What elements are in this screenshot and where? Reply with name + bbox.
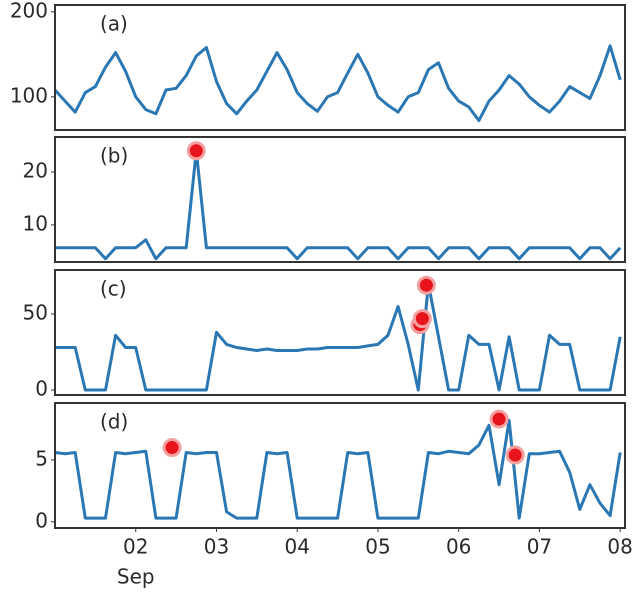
panel-frame bbox=[54, 136, 626, 263]
y-tick-label: 20 bbox=[23, 158, 48, 182]
panel-label: (a) bbox=[100, 12, 128, 36]
x-tick-label: 03 bbox=[204, 535, 229, 559]
y-tick-label: 0 bbox=[35, 376, 48, 400]
anomaly-marker bbox=[416, 275, 436, 295]
y-tick-label: 10 bbox=[23, 211, 48, 235]
x-axis-label: Sep bbox=[117, 565, 155, 589]
series-line bbox=[54, 418, 622, 520]
x-tick-label: 05 bbox=[365, 535, 390, 559]
panel-label: (c) bbox=[100, 277, 127, 301]
y-tick-label: 0 bbox=[35, 508, 48, 532]
x-tick-label: 04 bbox=[284, 535, 309, 559]
x-tick-label: 08 bbox=[607, 535, 632, 559]
panel-label: (d) bbox=[100, 410, 128, 434]
series-line bbox=[55, 149, 622, 261]
series-line bbox=[53, 44, 622, 123]
anomaly-marker bbox=[489, 409, 509, 429]
y-tick-label: 100 bbox=[10, 83, 48, 107]
x-tick-label: 06 bbox=[446, 535, 471, 559]
panel-frame bbox=[54, 4, 626, 131]
anomaly-marker bbox=[412, 309, 432, 329]
y-tick-label: 200 bbox=[10, 0, 48, 22]
series-line bbox=[55, 282, 622, 392]
y-tick-label: 50 bbox=[23, 301, 48, 325]
anomaly-marker bbox=[186, 141, 206, 161]
anomaly-marker bbox=[505, 445, 525, 465]
x-tick-label: 02 bbox=[123, 535, 148, 559]
panel-label: (b) bbox=[100, 144, 128, 168]
y-tick-label: 5 bbox=[35, 446, 48, 470]
panel-frame bbox=[54, 269, 626, 396]
anomaly-marker bbox=[162, 438, 182, 458]
x-tick-label: 07 bbox=[527, 535, 552, 559]
panel-frame bbox=[54, 402, 626, 529]
